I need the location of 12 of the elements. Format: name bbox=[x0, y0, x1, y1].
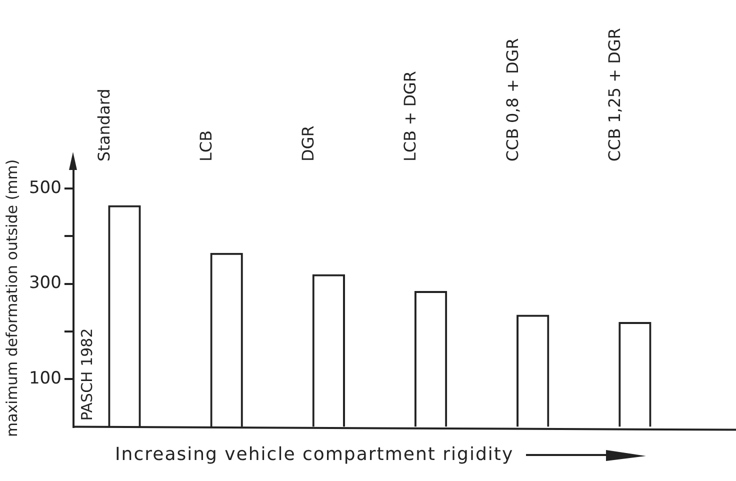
y-tick-label: 500 bbox=[28, 178, 62, 198]
x-tick-label: CCB 1,25 + DGR bbox=[604, 28, 624, 162]
x-tick-label: Standard bbox=[94, 88, 114, 162]
x-axis-title: Increasing vehicle compartment rigidity bbox=[115, 444, 514, 465]
x-tick-label: CCB 0,8 + DGR bbox=[502, 38, 522, 162]
x-tick-label: LCB + DGR bbox=[400, 70, 420, 162]
x-tick-label: DGR bbox=[298, 126, 318, 162]
y-tick-label: 300 bbox=[28, 273, 62, 294]
x-tick-label: LCB bbox=[196, 130, 216, 162]
annotation: PASCH 1982 bbox=[78, 328, 96, 421]
y-tick-label: 100 bbox=[28, 368, 62, 389]
y-axis-title: maximum deformation outside (mm) bbox=[2, 159, 21, 438]
